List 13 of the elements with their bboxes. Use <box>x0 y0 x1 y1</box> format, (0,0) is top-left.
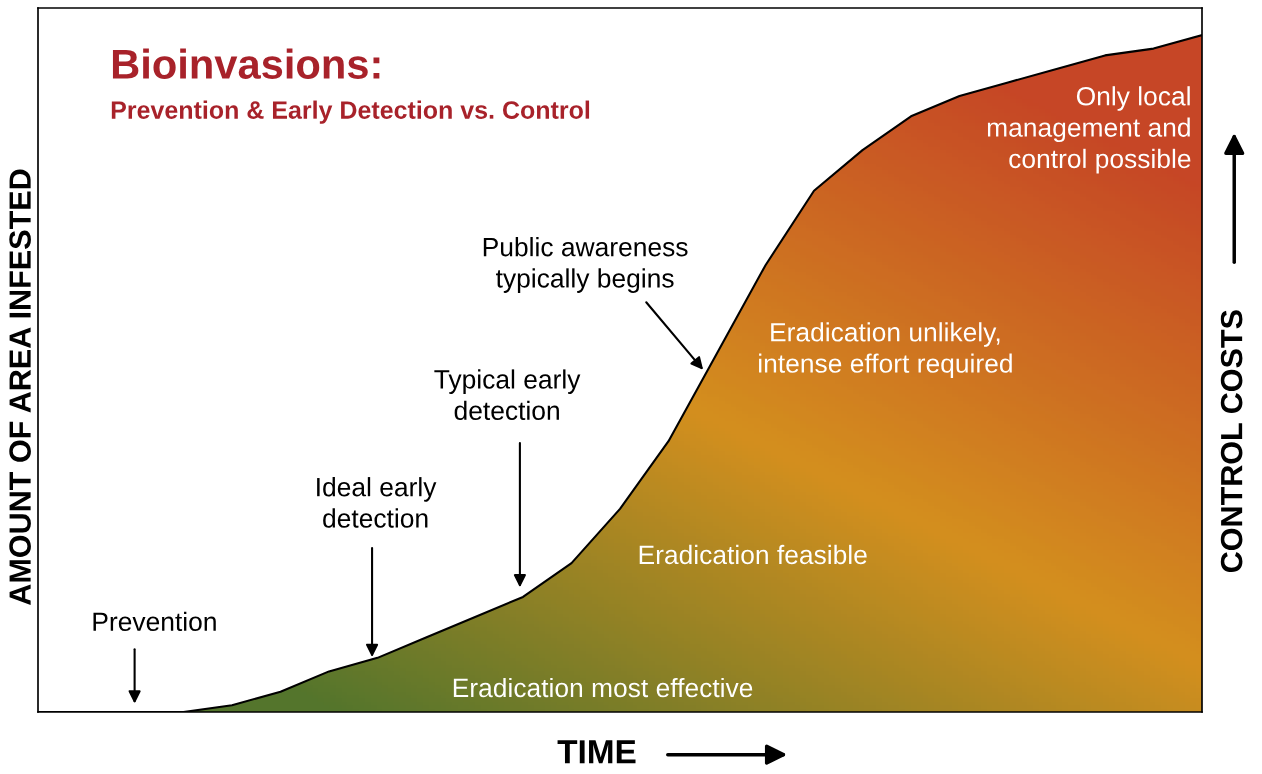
annotation: Ideal early detection <box>317 477 437 528</box>
y-axis-title: AMOUNT OF AREA INFESTED <box>9 169 31 605</box>
x-axis-title: TIME <box>557 740 636 764</box>
annotation: Eradication most effective <box>453 677 753 698</box>
annotation: Eradication unlikely, intense effort required <box>759 322 1012 379</box>
annotation: Eradication feasible <box>639 544 867 565</box>
annotation: Typical early detection <box>434 369 581 421</box>
annotation: Prevention <box>93 611 216 632</box>
annotation: Only local management and control possible <box>987 86 1191 174</box>
chart-title: Bioinvasions: <box>112 48 380 80</box>
text: Prevention & Early Detection vs. Control <box>111 100 590 124</box>
annotation: Public awareness typically begins <box>483 237 688 293</box>
y2-axis-title: CONTROL COSTS <box>1220 310 1243 573</box>
